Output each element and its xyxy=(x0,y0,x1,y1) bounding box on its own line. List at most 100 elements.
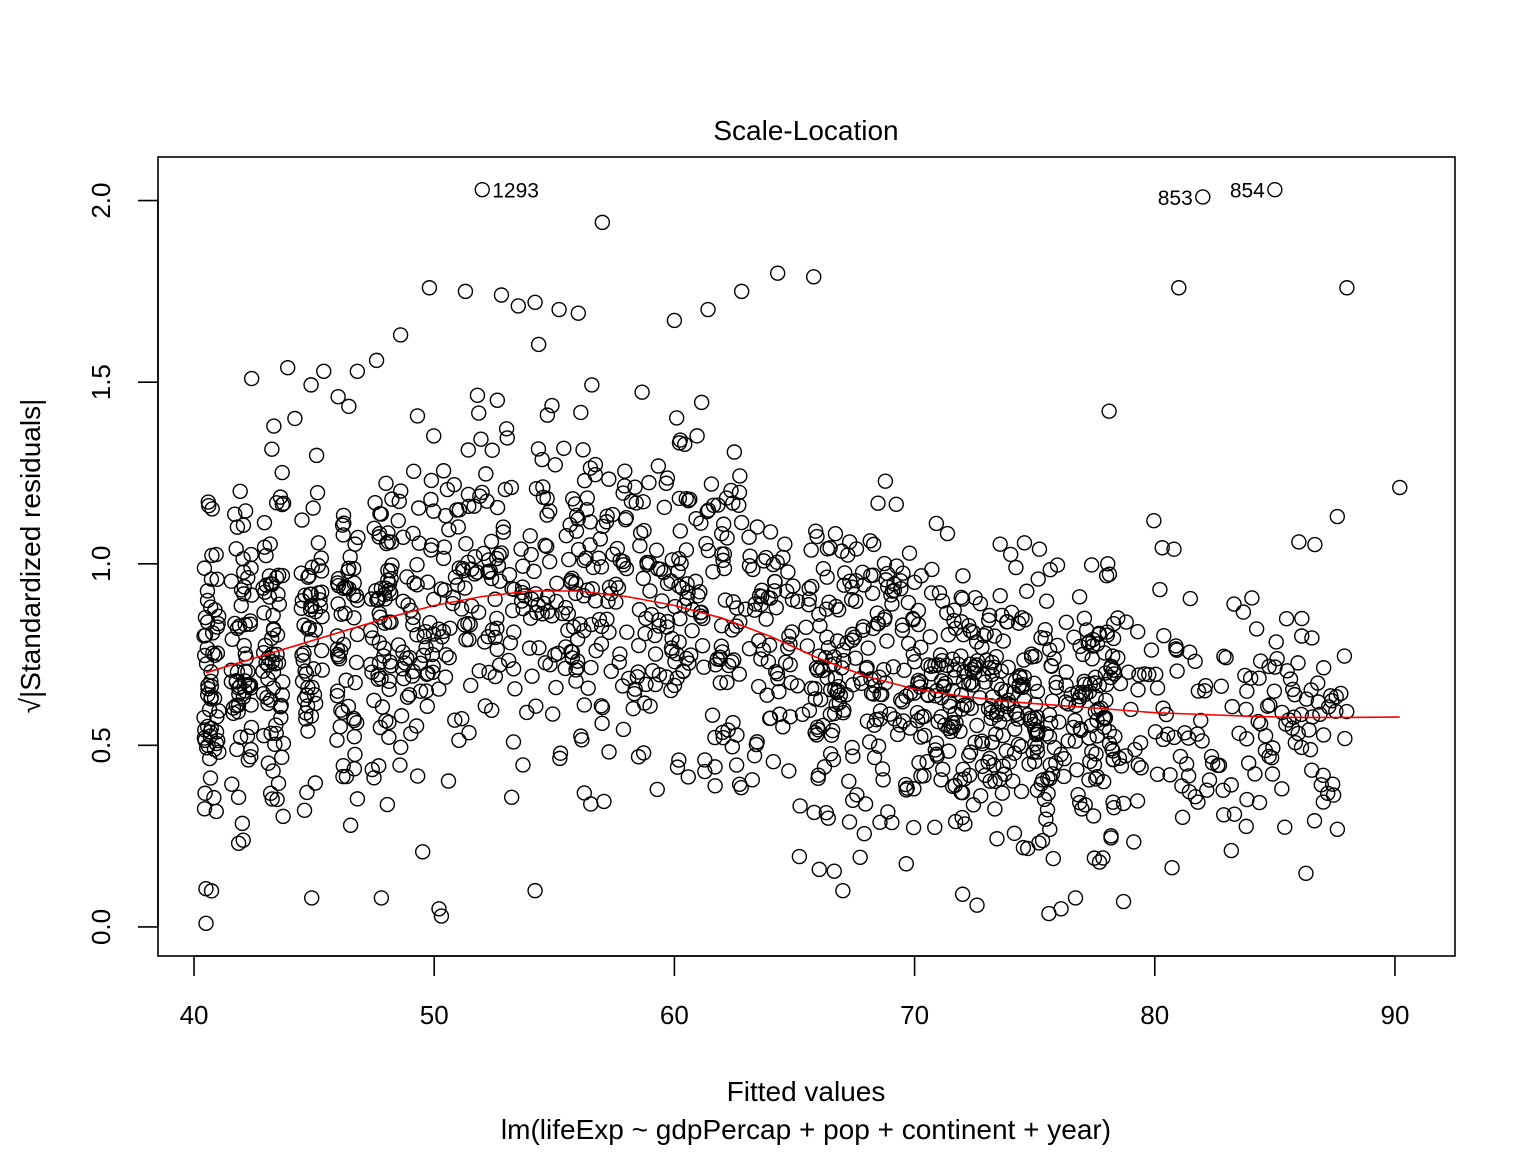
residual-point xyxy=(687,573,704,590)
residual-point xyxy=(617,463,633,479)
residual-point xyxy=(503,789,520,806)
residual-point xyxy=(270,655,287,671)
residual-point xyxy=(1238,818,1254,835)
residual-point xyxy=(984,734,1000,751)
residual-point xyxy=(202,770,219,786)
residual-point xyxy=(1105,794,1121,810)
residual-point xyxy=(441,649,457,666)
residual-point xyxy=(1215,782,1231,798)
residual-point xyxy=(753,596,769,613)
residual-point xyxy=(334,517,351,533)
residual-point xyxy=(462,677,479,694)
residual-point xyxy=(366,770,382,786)
point-label: 854 xyxy=(1230,180,1265,203)
residual-point xyxy=(1235,604,1252,620)
residual-point xyxy=(573,404,589,421)
residual-point xyxy=(1149,680,1166,696)
residual-point xyxy=(296,802,313,819)
residual-point xyxy=(197,732,213,749)
residual-point xyxy=(688,510,704,527)
residual-point xyxy=(409,627,425,643)
residual-point xyxy=(946,612,962,629)
residual-point xyxy=(415,647,432,664)
residual-point xyxy=(1077,797,1093,813)
residual-point xyxy=(906,685,922,701)
x-axis: 40 50 60 70 80 90 xyxy=(180,955,1409,1030)
residual-point xyxy=(1008,559,1024,576)
residual-point xyxy=(899,780,915,796)
residual-point xyxy=(825,751,842,768)
residual-point xyxy=(209,645,226,661)
residual-point xyxy=(1006,825,1023,842)
residual-point xyxy=(466,498,482,514)
residual-point xyxy=(1111,750,1128,766)
residual-point xyxy=(1226,596,1242,612)
residual-point xyxy=(766,583,783,599)
residual-point xyxy=(474,484,490,501)
residual-point xyxy=(538,538,555,555)
residual-point xyxy=(798,619,814,636)
residual-point xyxy=(584,581,600,597)
residual-point xyxy=(256,539,273,555)
x-tick-label: 60 xyxy=(660,1000,689,1030)
residual-point xyxy=(390,512,406,529)
residual-point xyxy=(235,517,252,533)
residual-point xyxy=(493,545,509,561)
residual-point xyxy=(405,616,421,633)
residual-point xyxy=(501,566,518,583)
residual-point xyxy=(409,768,426,784)
residual-point xyxy=(526,563,542,580)
residual-point xyxy=(392,757,408,773)
residual-point xyxy=(1048,674,1064,691)
residual-point xyxy=(1100,556,1116,572)
y-axis-label: √|Standardized residuals| xyxy=(15,399,46,714)
residual-point xyxy=(347,746,363,763)
residual-point xyxy=(1298,691,1315,707)
residual-point xyxy=(420,574,436,590)
residual-point xyxy=(1081,772,1097,788)
residual-point xyxy=(201,498,217,514)
outlier-point xyxy=(570,305,587,321)
residual-point xyxy=(342,549,358,565)
residual-point xyxy=(819,569,835,585)
residual-point xyxy=(1046,739,1063,756)
residual-point xyxy=(580,680,596,696)
residual-point xyxy=(924,561,940,578)
residual-point xyxy=(349,626,366,643)
residual-point xyxy=(308,447,325,464)
residual-point xyxy=(256,514,273,531)
residual-point xyxy=(896,662,912,679)
residual-point xyxy=(612,646,628,662)
residual-point xyxy=(1130,757,1146,773)
residual-point xyxy=(366,692,382,709)
residual-point xyxy=(733,779,749,796)
residual-point xyxy=(694,637,711,654)
residual-point xyxy=(379,796,396,813)
outlier-point xyxy=(666,312,683,329)
residual-point xyxy=(1242,670,1259,686)
residual-point xyxy=(383,614,399,630)
residual-point xyxy=(769,665,786,682)
residual-point xyxy=(1030,723,1046,739)
residual-point xyxy=(197,785,213,801)
residual-point xyxy=(1027,721,1043,738)
residual-point xyxy=(967,665,983,681)
residual-point xyxy=(556,440,572,457)
residual-point xyxy=(927,742,943,758)
residual-point xyxy=(1257,728,1274,744)
outlier-point xyxy=(954,886,971,902)
residual-point xyxy=(941,720,957,737)
residual-point xyxy=(1268,634,1284,650)
residual-point xyxy=(275,808,291,825)
residual-point xyxy=(639,556,655,573)
residual-point xyxy=(1154,540,1170,556)
residual-point xyxy=(914,709,930,725)
residual-point xyxy=(696,659,712,675)
residual-point xyxy=(1110,610,1126,626)
residual-point xyxy=(1058,664,1074,680)
residual-point xyxy=(203,571,220,587)
residual-point xyxy=(228,541,244,557)
residual-point xyxy=(1058,614,1075,631)
residual-point xyxy=(659,575,676,592)
outlier-point xyxy=(1101,403,1117,419)
